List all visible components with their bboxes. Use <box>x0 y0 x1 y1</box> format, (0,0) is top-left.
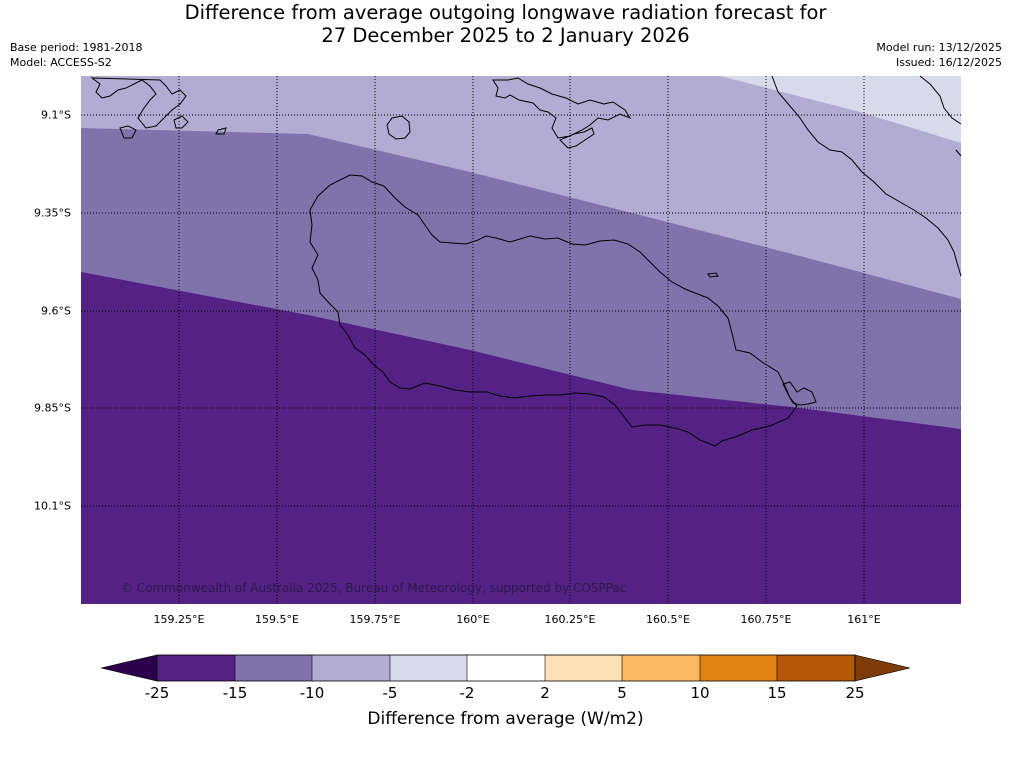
colorbar-label: Difference from average (W/m2) <box>367 709 644 729</box>
lon-label-6: 160.5°E <box>646 613 690 626</box>
colorbar-bin-9 <box>777 655 855 681</box>
colorbar-outline <box>156 654 856 682</box>
meta-left: Base period: 1981-2018 Model: ACCESS-S2 <box>10 40 142 70</box>
colorbar-tick-8: 10 <box>690 684 710 702</box>
lat-label-5: 10.1°S <box>34 499 71 513</box>
lat-label-3: 9.6°S <box>41 304 71 318</box>
colorbar-bin-6 <box>545 655 622 681</box>
colorbar-tick-6: 2 <box>540 684 550 702</box>
colorbar-tick-2: -15 <box>222 684 248 702</box>
lon-label-8: 161°E <box>847 613 881 626</box>
lat-label-2: 9.35°S <box>34 206 71 220</box>
lon-label-5: 160.25°E <box>544 613 596 626</box>
colorbar-tick-1: -25 <box>144 684 170 702</box>
coastline-guadalcanal <box>309 174 798 447</box>
colorbar-bin-1 <box>157 655 235 681</box>
coastline-malaita <box>771 75 962 277</box>
lon-label-3: 159.75°E <box>349 613 401 626</box>
lon-label-1: 159.25°E <box>153 613 205 626</box>
graticule <box>81 76 961 604</box>
colorbar-tick-7: 5 <box>617 684 627 702</box>
colorbar-tick-5: -2 <box>459 684 475 702</box>
base-period: Base period: 1981-2018 <box>10 41 143 54</box>
coastlines <box>90 75 962 447</box>
model-name: Model: ACCESS-S2 <box>10 56 112 69</box>
colorbar <box>100 654 911 682</box>
coastline-savo <box>386 115 411 140</box>
coastline-small-islet <box>707 272 719 278</box>
colorbar-tick-4: -5 <box>382 684 398 702</box>
lon-label-2: 159.5°E <box>255 613 299 626</box>
model-run: Model run: 13/12/2025 <box>876 41 1002 54</box>
lon-label-7: 160.75°E <box>740 613 792 626</box>
map-title: Difference from average outgoing longwav… <box>0 1 1011 47</box>
lon-label-4: 160°E <box>456 613 490 626</box>
lat-label-1: 9.1°S <box>41 108 71 122</box>
colorbar-bin-7 <box>622 655 700 681</box>
copyright-text: © Commonwealth of Australia 2025, Bureau… <box>121 581 626 595</box>
band-slight-negative <box>720 76 961 143</box>
colorbar-bin-2 <box>235 655 312 681</box>
meta-right: Model run: 13/12/2025 Issued: 16/12/2025 <box>876 40 1002 70</box>
colorbar-tick-3: -10 <box>299 684 325 702</box>
colorbar-bin-3 <box>312 655 390 681</box>
issued-date: Issued: 16/12/2025 <box>895 56 1002 69</box>
colorbar-bin-8 <box>700 655 777 681</box>
colorbar-over-arrow <box>854 654 911 682</box>
colorbar-bin-5 <box>467 655 545 681</box>
colorbar-tick-9: 15 <box>767 684 787 702</box>
title-line-2: 27 December 2025 to 2 January 2026 <box>321 24 690 47</box>
colorbar-under-arrow <box>100 654 158 682</box>
colorbar-bin-4 <box>390 655 467 681</box>
coastline-east-islet <box>782 381 817 406</box>
coastline-florida-islands <box>492 77 632 149</box>
colorbar-tick-10: 25 <box>845 684 865 702</box>
lat-label-4: 9.85°S <box>34 401 71 415</box>
coastline-russell-islands <box>90 77 227 139</box>
band-weak-negative <box>81 76 961 299</box>
title-line-1: Difference from average outgoing longwav… <box>184 1 827 24</box>
